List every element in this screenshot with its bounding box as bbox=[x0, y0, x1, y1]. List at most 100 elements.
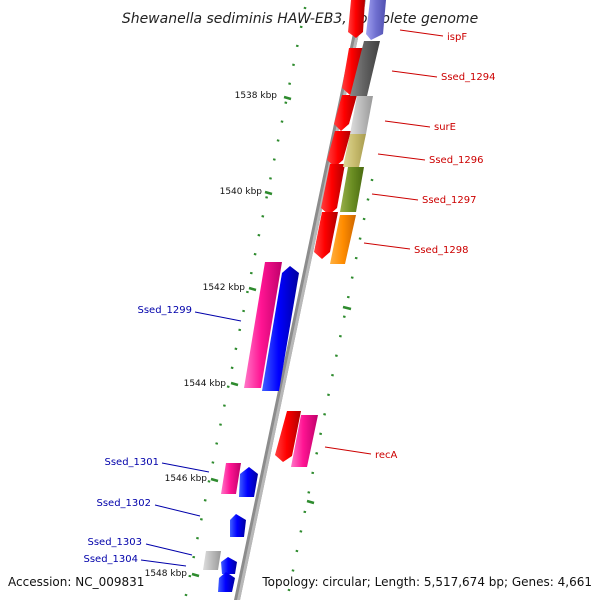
gene-Ssed_1303[interactable] bbox=[221, 557, 237, 574]
gene-recA-function[interactable] bbox=[291, 415, 318, 467]
gene-label-Ssed_1296[interactable]: Ssed_1296 bbox=[429, 155, 484, 166]
minor-tick bbox=[292, 63, 295, 67]
minor-tick bbox=[295, 549, 299, 553]
accession-text: Accession: NC_009831 bbox=[8, 575, 144, 589]
minor-tick bbox=[261, 215, 265, 218]
gene-Ssed_1299-function[interactable] bbox=[244, 262, 282, 388]
minor-tick bbox=[327, 393, 330, 397]
minor-tick bbox=[222, 404, 226, 407]
minor-tick bbox=[215, 442, 219, 445]
minor-tick bbox=[238, 328, 242, 332]
minor-tick bbox=[207, 480, 211, 483]
map-title: Shewanella sediminis HAW-EB3, complete g… bbox=[122, 11, 478, 27]
summary-text: Topology: circular; Length: 5,517,674 bp… bbox=[261, 575, 592, 589]
minor-tick bbox=[291, 569, 295, 572]
major-tick-1542 bbox=[248, 286, 257, 292]
gene-label-Ssed_1304[interactable]: Ssed_1304 bbox=[83, 554, 138, 565]
kbp-label: 1540 kbp bbox=[220, 187, 263, 197]
minor-tick bbox=[188, 574, 192, 578]
minor-tick bbox=[354, 256, 358, 260]
gene-Ssed_1298[interactable] bbox=[314, 212, 338, 259]
major-tick-1548 bbox=[191, 572, 200, 578]
minor-tick bbox=[295, 44, 299, 48]
gene-label-Ssed_1302[interactable]: Ssed_1302 bbox=[96, 498, 151, 509]
minor-tick bbox=[362, 217, 366, 221]
outer-major-tick bbox=[342, 305, 352, 311]
minor-tick bbox=[192, 555, 196, 559]
gene-Ssed_1302[interactable] bbox=[230, 514, 246, 537]
minor-tick bbox=[184, 593, 188, 597]
minor-tick bbox=[311, 471, 315, 475]
minor-tick bbox=[280, 120, 284, 123]
gene-Ssed_1296-function[interactable] bbox=[343, 134, 366, 167]
label-leaders bbox=[140, 29, 444, 567]
gene-label-Ssed_1298[interactable]: Ssed_1298 bbox=[414, 245, 469, 256]
gene-label-ispF[interactable]: ispF bbox=[447, 32, 467, 43]
gene-Ssed_1297[interactable] bbox=[321, 164, 345, 215]
major-tick-1538 bbox=[283, 95, 292, 101]
minor-tick bbox=[315, 452, 319, 455]
gene-ispF-function[interactable] bbox=[366, 0, 386, 40]
minor-tick bbox=[230, 366, 234, 370]
gene-Ssed_1298-function[interactable] bbox=[330, 215, 356, 264]
gene-Ssed_1304[interactable] bbox=[218, 572, 235, 592]
kbp-labels: 1538 kbp 1540 kbp 1542 kbp 1544 kbp 1546… bbox=[145, 91, 278, 579]
forward-gene-labels: ispF Ssed_1294 surE Ssed_1296 Ssed_1297 … bbox=[375, 32, 496, 461]
minor-tick bbox=[253, 252, 257, 256]
minor-tick bbox=[203, 499, 207, 502]
gene-Ssed_1299[interactable] bbox=[262, 266, 299, 391]
minor-tick bbox=[257, 233, 261, 237]
minor-tick bbox=[272, 158, 276, 161]
minor-tick bbox=[303, 510, 307, 514]
kbp-label: 1546 kbp bbox=[165, 474, 208, 484]
forward-strand-genes bbox=[275, 0, 386, 467]
minor-tick bbox=[307, 491, 311, 494]
minor-tick bbox=[242, 309, 246, 313]
minor-tick bbox=[323, 413, 327, 416]
gene-Ssed_1294-function[interactable] bbox=[350, 41, 380, 96]
minor-tick bbox=[196, 536, 199, 540]
gene-label-surE[interactable]: surE bbox=[434, 122, 456, 133]
kbp-label: 1544 kbp bbox=[184, 379, 227, 389]
minor-tick bbox=[350, 276, 354, 279]
minor-tick bbox=[338, 334, 342, 338]
minor-tick bbox=[346, 295, 350, 299]
gene-label-Ssed_1297[interactable]: Ssed_1297 bbox=[422, 195, 477, 206]
minor-tick bbox=[319, 432, 323, 436]
kbp-label: 1548 kbp bbox=[145, 569, 188, 579]
gene-label-Ssed_1299[interactable]: Ssed_1299 bbox=[137, 305, 192, 316]
gene-label-Ssed_1301[interactable]: Ssed_1301 bbox=[104, 457, 159, 468]
minor-tick bbox=[299, 25, 303, 29]
gene-recA[interactable] bbox=[275, 411, 301, 462]
minor-tick bbox=[234, 347, 238, 351]
gene-surE-function[interactable] bbox=[350, 96, 373, 134]
minor-tick bbox=[370, 178, 374, 182]
gene-label-recA[interactable]: recA bbox=[375, 450, 398, 461]
minor-tick bbox=[276, 139, 280, 142]
major-tick-1546 bbox=[210, 477, 219, 483]
gene-Ssed_1297-function[interactable] bbox=[340, 167, 364, 212]
gene-Ssed_1301[interactable] bbox=[239, 467, 258, 497]
minor-tick bbox=[358, 237, 362, 240]
minor-tick bbox=[287, 588, 291, 592]
gene-Ssed_1301-function[interactable] bbox=[221, 463, 241, 494]
gene-Ssed_1303-function[interactable] bbox=[203, 551, 221, 570]
gene-label-Ssed_1294[interactable]: Ssed_1294 bbox=[441, 72, 496, 83]
gene-ispF[interactable] bbox=[348, 0, 365, 38]
major-tick-1540 bbox=[264, 190, 273, 196]
inner-tick-track bbox=[184, 6, 307, 597]
outer-tick-track bbox=[287, 178, 374, 592]
minor-tick bbox=[334, 354, 338, 357]
reverse-gene-labels: Ssed_1299 Ssed_1301 Ssed_1302 Ssed_1303 … bbox=[83, 305, 192, 565]
scale-ticks bbox=[184, 6, 374, 597]
minor-tick bbox=[219, 423, 222, 426]
minor-tick bbox=[269, 177, 272, 180]
gene-surE[interactable] bbox=[334, 95, 357, 131]
minor-tick bbox=[366, 198, 370, 201]
gene-Ssed_1296[interactable] bbox=[327, 131, 351, 167]
reverse-strand-genes bbox=[203, 262, 299, 592]
gene-label-Ssed_1303[interactable]: Ssed_1303 bbox=[87, 537, 142, 548]
minor-tick bbox=[303, 6, 307, 10]
minor-tick bbox=[249, 271, 253, 275]
